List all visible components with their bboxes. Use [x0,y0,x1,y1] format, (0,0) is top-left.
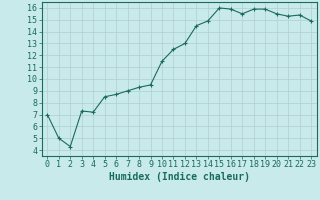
X-axis label: Humidex (Indice chaleur): Humidex (Indice chaleur) [109,172,250,182]
